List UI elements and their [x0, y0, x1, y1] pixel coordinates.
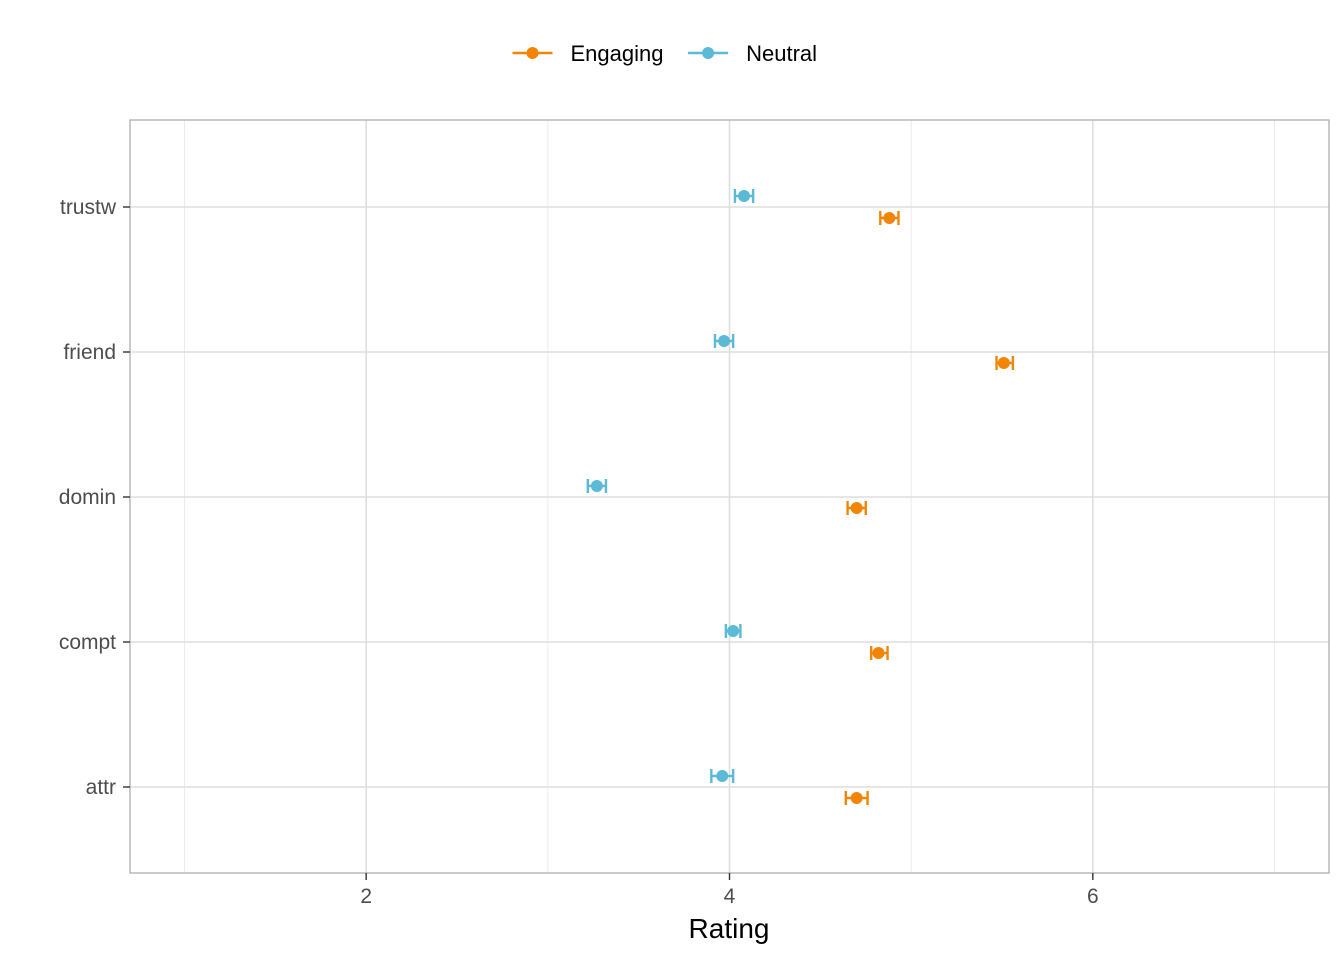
legend-item-neutral: Neutral [688, 41, 817, 66]
legend-key-point [702, 47, 715, 59]
data-point [850, 792, 863, 804]
x-axis-title: Rating [689, 913, 770, 944]
point-neutral-friend [713, 334, 735, 348]
legend: Engaging Neutral [512, 41, 817, 66]
x-tick-label: 6 [1087, 885, 1099, 908]
y-axis: trustw friend domin compt attr [59, 196, 130, 799]
point-neutral-trustw [733, 189, 755, 203]
x-axis: 2 4 6 [360, 873, 1099, 908]
data-point [883, 212, 896, 224]
data-point [738, 190, 751, 202]
point-neutral-compt [724, 624, 742, 638]
legend-key-point [526, 47, 539, 59]
y-tick-label: attr [86, 776, 116, 799]
data-point [718, 335, 731, 347]
legend-item-engaging: Engaging [512, 41, 664, 66]
data-point [716, 770, 729, 782]
y-tick-label: friend [63, 341, 116, 364]
point-neutral-attr [710, 769, 735, 783]
data-point [590, 480, 603, 492]
point-engaging-compt [870, 646, 889, 660]
point-engaging-friend [995, 356, 1015, 370]
legend-label: Neutral [746, 41, 817, 66]
y-tick-label: trustw [60, 196, 117, 219]
point-engaging-trustw [879, 211, 900, 225]
y-tick-label: compt [59, 631, 116, 654]
point-engaging-domin [846, 501, 867, 515]
x-tick-label: 4 [724, 885, 736, 908]
legend-label: Engaging [571, 41, 664, 66]
y-tick-label: domin [59, 486, 116, 509]
data-point [872, 647, 885, 659]
point-engaging-attr [844, 791, 869, 805]
point-neutral-domin [586, 479, 608, 493]
data-point [727, 625, 740, 637]
plot-panel [129, 119, 1330, 874]
x-tick-label: 2 [360, 885, 372, 908]
data-point [997, 357, 1010, 369]
data-point [850, 502, 863, 514]
